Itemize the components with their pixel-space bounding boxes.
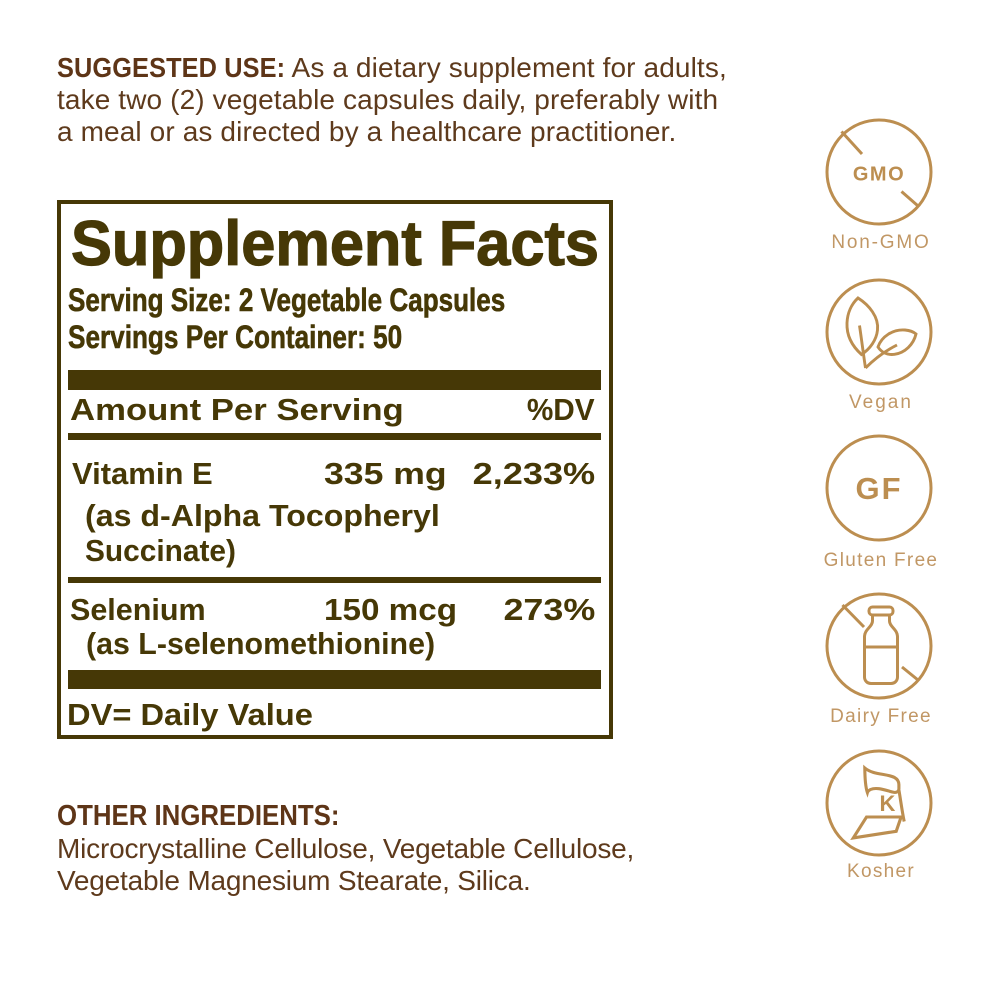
svg-text:GMO: GMO [853,164,905,186]
svg-text:K: K [880,791,896,816]
svg-text:GF: GF [855,471,902,506]
